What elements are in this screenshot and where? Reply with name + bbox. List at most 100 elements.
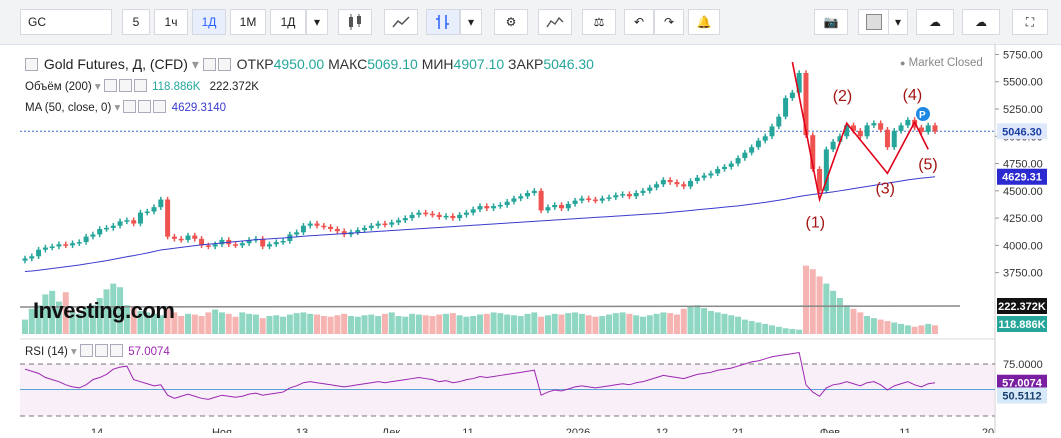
rsi-settings-icon[interactable] <box>95 344 108 357</box>
volume-bar <box>157 315 164 334</box>
candle-body <box>70 243 76 246</box>
volume-ma-value: 222.372K <box>209 81 259 93</box>
date-label: 13 <box>296 427 308 433</box>
interval-dropdown[interactable]: 1Д <box>270 9 306 35</box>
chart-canvas[interactable]: 5750.005500.005250.005000.004750.004500.… <box>0 44 1061 438</box>
legend-title: Gold Futures, Д, (CFD) <box>43 56 188 72</box>
candles-icon[interactable] <box>338 9 372 35</box>
candle-body <box>592 199 598 202</box>
volume-bar <box>667 313 674 334</box>
candle-body <box>144 211 150 214</box>
candle-body <box>823 149 829 191</box>
candle-body <box>22 258 28 261</box>
candle-body <box>518 196 524 199</box>
swatch-chevron-icon[interactable]: ▾ <box>888 9 908 35</box>
interval-5m[interactable]: 5 <box>122 9 150 35</box>
candle-body <box>640 190 646 193</box>
interval-1m[interactable]: 1М <box>230 9 266 35</box>
volume-close-icon[interactable] <box>133 79 147 92</box>
price-axis-label: 4500.00 <box>1003 186 1043 198</box>
volume-visibility-icon[interactable] <box>103 79 117 92</box>
ma-value: 4629.3140 <box>171 102 227 114</box>
interval-1d[interactable]: 1Д <box>192 9 226 35</box>
rsi-visibility-icon[interactable] <box>80 344 93 357</box>
high-label: МАКС <box>328 56 368 72</box>
ma-visibility-icon[interactable] <box>123 100 137 113</box>
candle-body <box>681 184 687 187</box>
pivot-marker-label: P <box>919 110 926 121</box>
candle-body <box>49 246 55 248</box>
candle-body <box>647 187 653 191</box>
candle-body <box>368 225 374 228</box>
volume-bar <box>633 315 640 334</box>
date-label: 21 <box>732 427 744 433</box>
volume-bar <box>707 310 714 334</box>
candle-body <box>925 125 931 132</box>
candle-body <box>884 129 890 148</box>
candle-body <box>328 226 334 229</box>
rsi-label: RSI (14) <box>25 346 68 358</box>
candle-body <box>212 244 218 247</box>
watermark-text: Investing.com <box>33 298 175 323</box>
volume-bar <box>409 313 416 334</box>
volume-bar <box>599 316 606 334</box>
candle-body <box>29 256 35 259</box>
compare-scale-icon[interactable]: ⚖ <box>582 9 616 35</box>
redo-icon[interactable]: ↷ <box>654 9 684 35</box>
volume-settings-icon[interactable] <box>118 79 132 92</box>
line-chart-icon[interactable] <box>384 9 418 35</box>
volume-bar <box>864 316 871 334</box>
collapse-icon[interactable] <box>25 58 38 71</box>
ma-settings-icon[interactable] <box>138 100 152 113</box>
volume-bar <box>246 313 253 334</box>
interval-1h[interactable]: 1ч <box>154 9 188 35</box>
volume-bar <box>273 315 280 334</box>
volume-bar <box>558 314 565 334</box>
price-axis-label: 4750.00 <box>1003 159 1043 171</box>
volume-bar <box>89 305 96 334</box>
date-label: Фев <box>820 427 840 433</box>
candle-body <box>362 227 368 231</box>
cloud-upload-icon[interactable]: ☁ <box>962 9 1000 35</box>
chart-type-chevron-icon[interactable]: ▾ <box>460 9 482 35</box>
volume-bar <box>830 290 837 334</box>
volume-bar <box>49 290 56 334</box>
volume-bar <box>769 325 776 334</box>
chart-area[interactable]: 5750.005500.005250.005000.004750.004500.… <box>0 44 1061 438</box>
undo-icon[interactable]: ↶ <box>624 9 654 35</box>
candle-body <box>443 215 449 218</box>
rsi-ma-tag-bg <box>997 387 1047 404</box>
gear-icon[interactable]: ⚙ <box>494 9 528 35</box>
color-swatch[interactable] <box>858 9 890 35</box>
volume-bar <box>755 322 762 334</box>
low-label: МИН <box>421 56 454 72</box>
volume-bar <box>415 314 422 334</box>
toolbar: GC 5 1ч 1Д 1М 1Д ▾ ▾ ⚙ ⚖ ↶ ↷ 🔔 📷 ▾ ☁ ☁ ⛶ <box>0 0 1061 45</box>
camera-icon[interactable]: 📷 <box>814 9 848 35</box>
volume-bar <box>110 283 117 334</box>
symbol-input[interactable]: GC <box>20 9 112 35</box>
fullscreen-icon[interactable]: ⛶ <box>1012 9 1048 35</box>
candle-body <box>667 179 673 183</box>
volume-bar <box>117 287 124 334</box>
chevron-down-icon[interactable]: ▾ <box>306 9 328 35</box>
candle-body <box>470 209 476 213</box>
candle-body <box>789 92 795 99</box>
volume-bar <box>35 305 42 334</box>
cloud-download-icon[interactable]: ☁ <box>916 9 954 35</box>
volume-bar <box>578 313 585 334</box>
legend-ma: MA (50, close, 0) ▾ 4629.3140 <box>25 100 227 114</box>
bars-icon[interactable] <box>426 9 460 35</box>
alert-bell-icon[interactable]: 🔔 <box>688 9 720 35</box>
volume-bar <box>62 292 69 334</box>
low-value: 4907.10 <box>453 56 505 72</box>
rsi-close-icon[interactable] <box>110 344 123 357</box>
candle-body <box>429 213 435 216</box>
last-price-tag-bg <box>997 123 1047 140</box>
settings-icon[interactable] <box>217 58 231 71</box>
candle-body <box>260 238 266 247</box>
indicators-icon[interactable] <box>538 9 572 35</box>
visibility-icon[interactable] <box>202 58 216 71</box>
ma-close-icon[interactable] <box>153 100 167 113</box>
volume-bar <box>802 265 809 334</box>
